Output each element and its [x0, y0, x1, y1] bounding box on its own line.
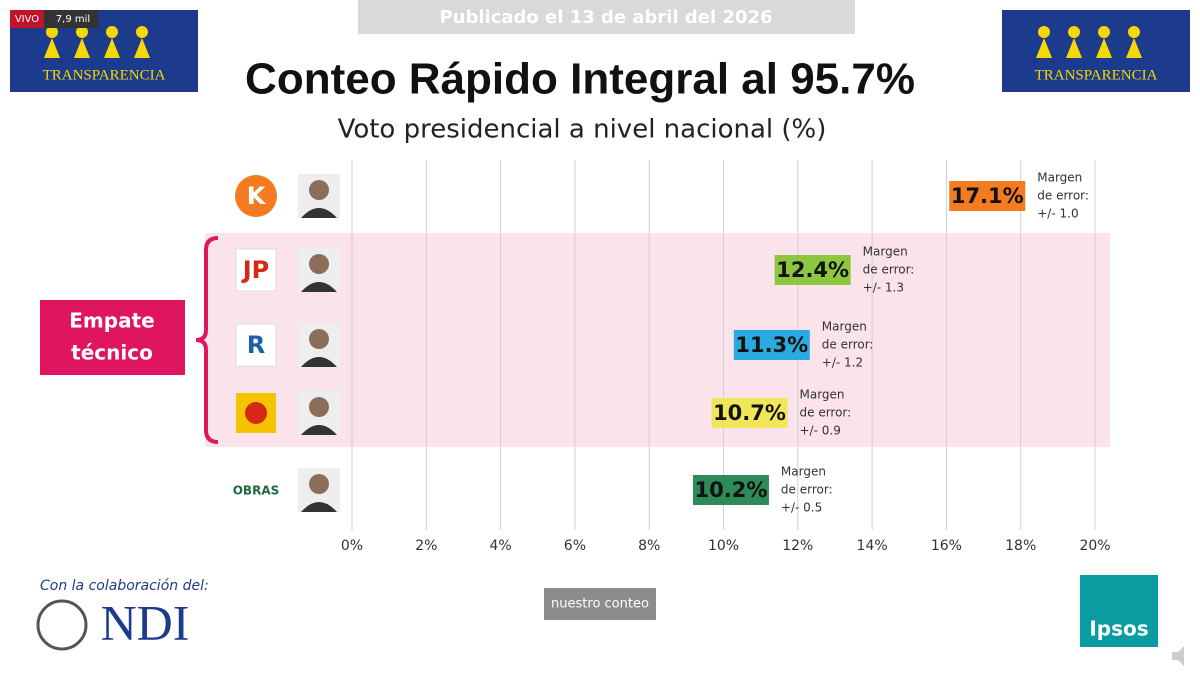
error-label: +/- 0.9 — [800, 424, 841, 438]
party-logo — [235, 323, 277, 367]
error-title: Margen — [863, 245, 908, 259]
value-label: 12.4% — [776, 258, 849, 282]
error-label: +/- 1.2 — [822, 356, 863, 370]
button[interactable] — [544, 588, 656, 620]
error-title: de error: — [822, 338, 874, 352]
x-tick-label: 18% — [1005, 538, 1036, 554]
tie-label: Empate — [69, 309, 154, 333]
globe-icon — [36, 599, 88, 651]
button-label[interactable]: nuestro conteo — [551, 597, 649, 612]
value-box — [711, 398, 788, 428]
error-title: Margen — [800, 388, 845, 402]
collab-text: Con la colaboración del: — [40, 578, 209, 594]
tie-box — [40, 300, 185, 375]
portrait-head — [309, 397, 329, 417]
live-badge — [10, 10, 44, 28]
brand-text: TRANSPARENCIA — [1035, 67, 1158, 83]
x-tick-label: 12% — [782, 538, 813, 554]
chart-subtitle: Voto presidencial a nivel nacional (%) — [338, 115, 827, 145]
speaker-icon — [1172, 646, 1184, 666]
portrait-body — [301, 282, 337, 292]
value-box — [949, 181, 1026, 211]
ipsos-text: Ipsos — [1089, 617, 1148, 641]
party-logo — [235, 248, 277, 292]
x-tick-label: 0% — [341, 538, 363, 554]
brand-figures — [1036, 26, 1142, 58]
x-tick-label: 14% — [857, 538, 888, 554]
error-label: +/- 0.5 — [781, 501, 822, 515]
value-box — [733, 330, 810, 360]
chart-title: Conteo Rápido Integral al 95.7% — [245, 55, 915, 104]
x-tick-label: 6% — [564, 538, 586, 554]
error-title: de error: — [1037, 189, 1089, 203]
value-label: 11.3% — [735, 333, 808, 357]
party-logo — [235, 175, 277, 217]
error-label: +/- 1.0 — [1037, 207, 1078, 221]
ndi-logo: NDI — [101, 594, 190, 650]
portrait-body — [301, 208, 337, 218]
x-tick-label: 4% — [489, 538, 511, 554]
published-banner — [358, 0, 855, 34]
tie-brace — [195, 236, 219, 444]
viewers-badge — [44, 10, 98, 28]
tie-band — [205, 233, 1110, 447]
x-tick-label: 16% — [931, 538, 962, 554]
error-title: Margen — [1037, 171, 1082, 185]
party-logo-text: K — [247, 182, 267, 210]
party-logo-sun — [245, 402, 267, 424]
viewers-text: 7,9 mil — [56, 14, 90, 25]
published-text: Publicado el 13 de abril del 2026 — [439, 7, 772, 28]
brand-figures — [44, 26, 150, 58]
portrait-head — [309, 329, 329, 349]
value-label: 10.2% — [695, 478, 768, 502]
error-title: de error: — [800, 406, 852, 420]
live-text: VIVO — [15, 14, 39, 25]
portrait-head — [309, 180, 329, 200]
value-box — [774, 255, 851, 285]
party-logo-text: JP — [241, 256, 270, 284]
portrait-body — [301, 357, 337, 367]
error-title: de error: — [863, 263, 915, 277]
portrait-body — [301, 425, 337, 435]
plot: 0% 2% 4% 6% 8% 10% 12% 14% 16% 18% 20% K 17.1% Margen… — [233, 160, 1111, 554]
error-title: de error: — [781, 483, 833, 497]
value-label: 17.1% — [951, 184, 1024, 208]
ipsos-logo — [1080, 575, 1158, 647]
party-logo-text: R — [247, 331, 265, 359]
x-tick-label: 20% — [1079, 538, 1110, 554]
brand-text: TRANSPARENCIA — [43, 67, 166, 83]
error-title: Margen — [822, 320, 867, 334]
x-tick-label: 8% — [638, 538, 660, 554]
error-label: +/- 1.3 — [863, 281, 904, 295]
portrait-head — [309, 474, 329, 494]
x-tick-label: 10% — [708, 538, 739, 554]
value-label: 10.7% — [713, 401, 786, 425]
x-tick-label: 2% — [415, 538, 437, 554]
brand-logo — [1002, 10, 1190, 92]
error-title: Margen — [781, 465, 826, 479]
party-logo-text: OBRAS — [233, 484, 280, 498]
portrait-body — [301, 502, 337, 512]
value-box — [692, 475, 769, 505]
tie-label: técnico — [71, 341, 153, 365]
portrait-head — [309, 254, 329, 274]
